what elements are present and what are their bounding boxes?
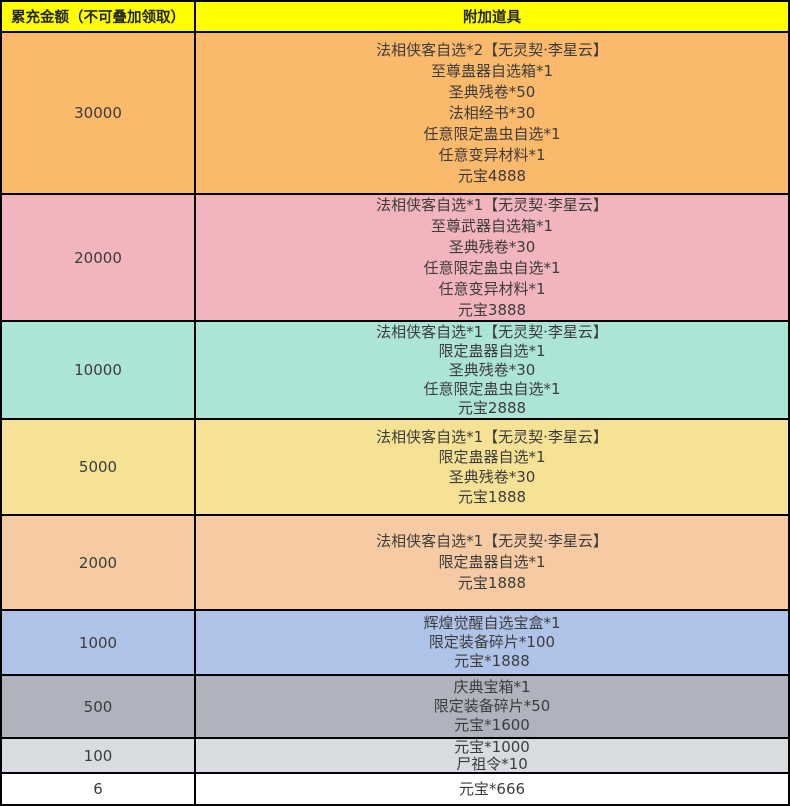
amount-cell: 5000 <box>2 420 196 514</box>
item-line: 元宝4888 <box>457 166 527 185</box>
items-cell: 元宝*1000 尸祖令*10 <box>196 739 788 772</box>
amount-cell: 500 <box>2 676 196 737</box>
amount-cell: 2000 <box>2 516 196 609</box>
items-cell: 法相侠客自选*1【无灵契·李星云】 至尊武器自选箱*1 圣典残卷*30 任意限定蛊虫自… <box>196 195 788 320</box>
item-line: 限定装备碎片*50 <box>433 697 551 715</box>
item-line: 圣典残卷*30 <box>448 468 536 486</box>
item-line: 法相侠客自选*1【无灵契·李星云】 <box>376 532 608 550</box>
items-header-cell: 附加道具 <box>463 10 521 26</box>
item-line: 限定蛊器自选*1 <box>438 341 546 360</box>
item-line: 辉煌觉醒自选宝盒*1 <box>423 614 561 632</box>
items-cell: 元宝*666 <box>196 774 788 804</box>
item-line: 法相经书*30 <box>448 103 536 122</box>
item-line: 元宝*666 <box>458 780 526 798</box>
amount-cell: 1000 <box>2 611 196 674</box>
items-cell: 辉煌觉醒自选宝盒*1 限定装备碎片*100 元宝*1888 <box>196 611 788 674</box>
item-line: 任意变异材料*1 <box>438 145 546 164</box>
amount-cell: 6 <box>2 774 196 804</box>
item-line: 至尊武器自选箱*1 <box>430 216 554 235</box>
item-line: 元宝*1600 <box>454 716 530 734</box>
item-line: 法相侠客自选*1【无灵契·李星云】 <box>376 322 608 341</box>
table-row: 30000 法相侠客自选*2【无灵契·李星云】 至尊蛊器自选箱*1 圣典残卷*50 法… <box>2 33 788 195</box>
item-line: 尸祖令*10 <box>456 754 528 772</box>
item-line: 元宝*1888 <box>454 652 530 670</box>
item-line: 元宝*1000 <box>454 739 530 756</box>
table-row: 1000 辉煌觉醒自选宝盒*1 限定装备碎片*100 元宝*1888 <box>2 611 788 676</box>
table-row: 2000 法相侠客自选*1【无灵契·李星云】 限定蛊器自选*1 元宝1888 <box>2 516 788 611</box>
table-row: 500 庆典宝箱*1 限定装备碎片*50 元宝*1600 <box>2 676 788 739</box>
table-row: 100 元宝*1000 尸祖令*10 <box>2 739 788 774</box>
item-line: 限定蛊器自选*1 <box>438 553 546 571</box>
amount-cell: 100 <box>2 739 196 772</box>
item-line: 法相侠客自选*2【无灵契·李星云】 <box>376 40 608 59</box>
amount-cell: 20000 <box>2 195 196 320</box>
item-line: 至尊蛊器自选箱*1 <box>430 61 554 80</box>
item-line: 限定蛊器自选*1 <box>438 448 546 466</box>
item-line: 限定装备碎片*100 <box>428 633 556 651</box>
item-line: 任意限定蛊虫自选*1 <box>423 258 561 277</box>
table-header-row: 累充金额（不可叠加领取） 附加道具 <box>2 2 788 33</box>
table-row: 6 元宝*666 <box>2 774 788 806</box>
table-row: 20000 法相侠客自选*1【无灵契·李星云】 至尊武器自选箱*1 圣典残卷*30 任… <box>2 195 788 322</box>
table-row: 10000 法相侠客自选*1【无灵契·李星云】 限定蛊器自选*1 圣典残卷*30 任意… <box>2 322 788 420</box>
item-line: 法相侠客自选*1【无灵契·李星云】 <box>376 428 608 446</box>
item-line: 任意限定蛊虫自选*1 <box>423 379 561 398</box>
items-cell: 法相侠客自选*2【无灵契·李星云】 至尊蛊器自选箱*1 圣典残卷*50 法相经书*30… <box>196 33 788 193</box>
item-line: 法相侠客自选*1【无灵契·李星云】 <box>376 195 608 214</box>
items-cell: 法相侠客自选*1【无灵契·李星云】 限定蛊器自选*1 元宝1888 <box>196 516 788 609</box>
amount-header-cell: 累充金额（不可叠加领取） <box>2 2 196 31</box>
item-line: 元宝1888 <box>457 574 527 592</box>
items-cell: 法相侠客自选*1【无灵契·李星云】 限定蛊器自选*1 圣典残卷*30 元宝1888 <box>196 420 788 514</box>
item-line: 元宝1888 <box>457 488 527 506</box>
item-line: 庆典宝箱*1 <box>453 678 531 696</box>
item-line: 圣典残卷*30 <box>448 360 536 379</box>
items-cell: 庆典宝箱*1 限定装备碎片*50 元宝*1600 <box>196 676 788 737</box>
item-line: 元宝2888 <box>457 398 527 417</box>
item-line: 元宝3888 <box>457 300 527 319</box>
amount-cell: 30000 <box>2 33 196 193</box>
item-line: 圣典残卷*50 <box>448 82 536 101</box>
item-line: 圣典残卷*30 <box>448 237 536 256</box>
items-cell: 法相侠客自选*1【无灵契·李星云】 限定蛊器自选*1 圣典残卷*30 任意限定蛊虫自选… <box>196 322 788 418</box>
item-line: 任意变异材料*1 <box>438 279 546 298</box>
item-line: 任意限定蛊虫自选*1 <box>423 124 561 143</box>
amount-cell: 10000 <box>2 322 196 418</box>
table-row: 5000 法相侠客自选*1【无灵契·李星云】 限定蛊器自选*1 圣典残卷*30 元宝1… <box>2 420 788 516</box>
